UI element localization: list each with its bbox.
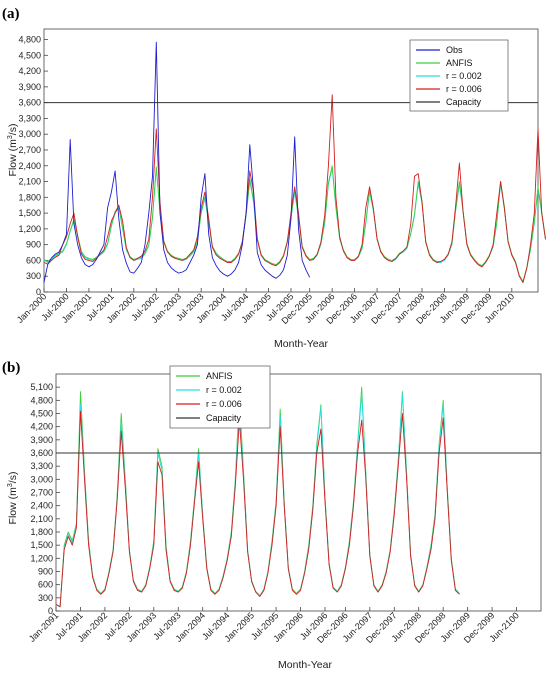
y-tick-label: 4,500 [30,409,53,419]
panel-b-ylabel-main: Flow (m [7,487,19,525]
panel-b-xlabel: Month-Year [278,659,332,671]
y-tick-label: 0 [48,606,53,616]
legend-label: r = 0.006 [446,84,482,94]
panel-b-series [55,386,541,608]
panel-b-ylabel: Flow (m3/s) [7,472,19,525]
y-tick-label: 3,600 [18,98,41,108]
y-tick-label: 4,500 [18,50,41,60]
y-tick-label: 600 [26,255,41,265]
y-tick-label: 300 [38,593,53,603]
legend-label: ANFIS [206,371,233,381]
y-tick-label: 2,700 [30,488,53,498]
legend-label: Capacity [206,413,242,423]
y-tick-label: 4,200 [30,422,53,432]
y-tick-label: 2,400 [30,501,53,511]
panel-a-label: (a) [2,6,20,22]
y-tick-label: 1,800 [18,192,41,202]
y-tick-label: 3,300 [30,461,53,471]
y-tick-label: 3,900 [30,435,53,445]
series-line-r-0-006 [43,94,546,283]
legend-label: r = 0.002 [206,385,242,395]
panel-b-legend: ANFIS r = 0.002 r = 0.006 Capacity [169,365,271,429]
panel-b-ylabel-tail: /s) [7,472,19,484]
panel-a-ylabel-tail: /s) [7,124,19,136]
legend-label: Capacity [446,97,482,107]
panel-a-ylabel-sup: 3 [7,135,14,139]
y-tick-label: 2,100 [18,177,41,187]
legend-label: r = 0.006 [206,399,242,409]
y-tick-label: 2,400 [18,161,41,171]
y-tick-label: 4,200 [18,66,41,76]
y-tick-label: 3,600 [30,448,53,458]
y-tick-label: 2,100 [30,514,53,524]
y-tick-label: 900 [26,240,41,250]
legend-label: r = 0.002 [446,71,482,81]
y-tick-label: 3,000 [18,129,41,139]
y-tick-label: 1,200 [30,553,53,563]
y-tick-label: 300 [26,271,41,281]
y-tick-label: 2,700 [18,145,41,155]
y-tick-label: 3,300 [18,113,41,123]
panel-a-legend: Obs ANFIS r = 0.002 r = 0.006 Capacity [409,39,509,112]
y-tick-label: 0 [36,287,41,297]
y-tick-label: 1,800 [30,527,53,537]
y-tick-label: 1,500 [30,540,53,550]
y-tick-label: 3,900 [18,82,41,92]
y-tick-label: 1,200 [18,224,41,234]
legend-label: ANFIS [446,58,473,68]
series-line-r-0-006 [55,410,460,608]
legend-label: Obs [446,45,463,55]
y-tick-label: 900 [38,567,53,577]
panel-a-ylabel-main: Flow (m [7,139,19,177]
series-line-obs [43,41,311,283]
y-tick-label: 4,800 [30,395,53,405]
y-tick-label: 1,500 [18,208,41,218]
panel-b-label: (b) [2,360,20,376]
y-tick-label: 4,800 [18,35,41,45]
y-tick-label: 5,100 [30,382,53,392]
panel-b-ylabel-sup: 3 [7,483,14,487]
panel-a-xlabel: Month-Year [274,338,328,350]
y-tick-label: 600 [38,580,53,590]
y-tick-label: 3,000 [30,474,53,484]
panel-a-ylabel: Flow (m3/s) [7,124,19,177]
